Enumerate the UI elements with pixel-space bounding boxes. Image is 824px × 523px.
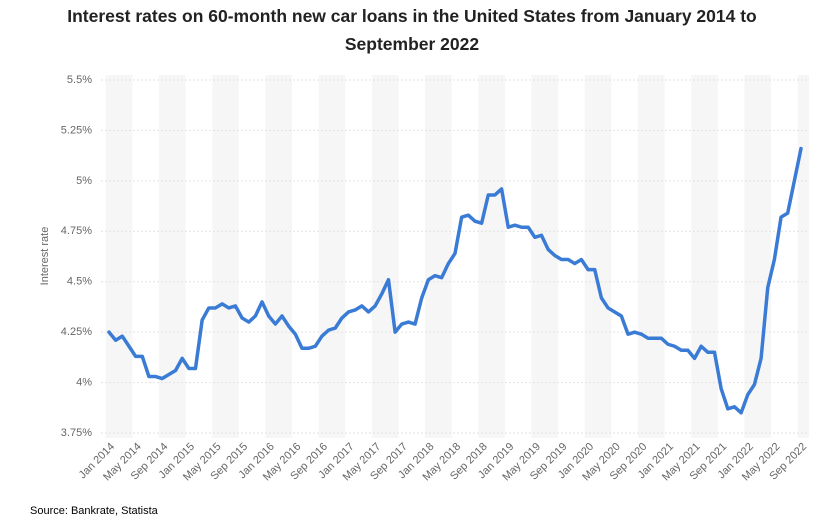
plot-band xyxy=(212,75,239,438)
y-tick-label: 4.5% xyxy=(67,276,92,288)
plot-band xyxy=(265,75,293,438)
plot-band xyxy=(425,75,452,438)
plot-band xyxy=(744,75,772,438)
source: Source: Bankrate, Statista xyxy=(30,505,159,517)
plot-band xyxy=(318,75,346,438)
plot-band xyxy=(158,75,186,438)
y-tick-label: 4.25% xyxy=(61,326,92,338)
data-line xyxy=(107,146,803,415)
y-tick-label: 5.5% xyxy=(67,74,92,86)
y-tick-label: 4.75% xyxy=(61,225,92,237)
y-axis-label: Interest rate xyxy=(39,227,51,286)
plot-band xyxy=(371,75,399,438)
chart-title: Interest rates on 60-month new car loans… xyxy=(67,6,757,54)
plot-band xyxy=(638,75,665,438)
y-tick-label: 4% xyxy=(76,376,92,388)
plot-band xyxy=(797,75,809,438)
y-tick-label: 5% xyxy=(76,175,92,187)
plot-band xyxy=(691,75,718,438)
plot-band xyxy=(105,75,133,438)
y-tick-label: 5.25% xyxy=(61,124,92,136)
y-tick-label: 3.75% xyxy=(61,427,92,439)
plot-band xyxy=(584,75,612,438)
plot-band xyxy=(478,75,505,438)
